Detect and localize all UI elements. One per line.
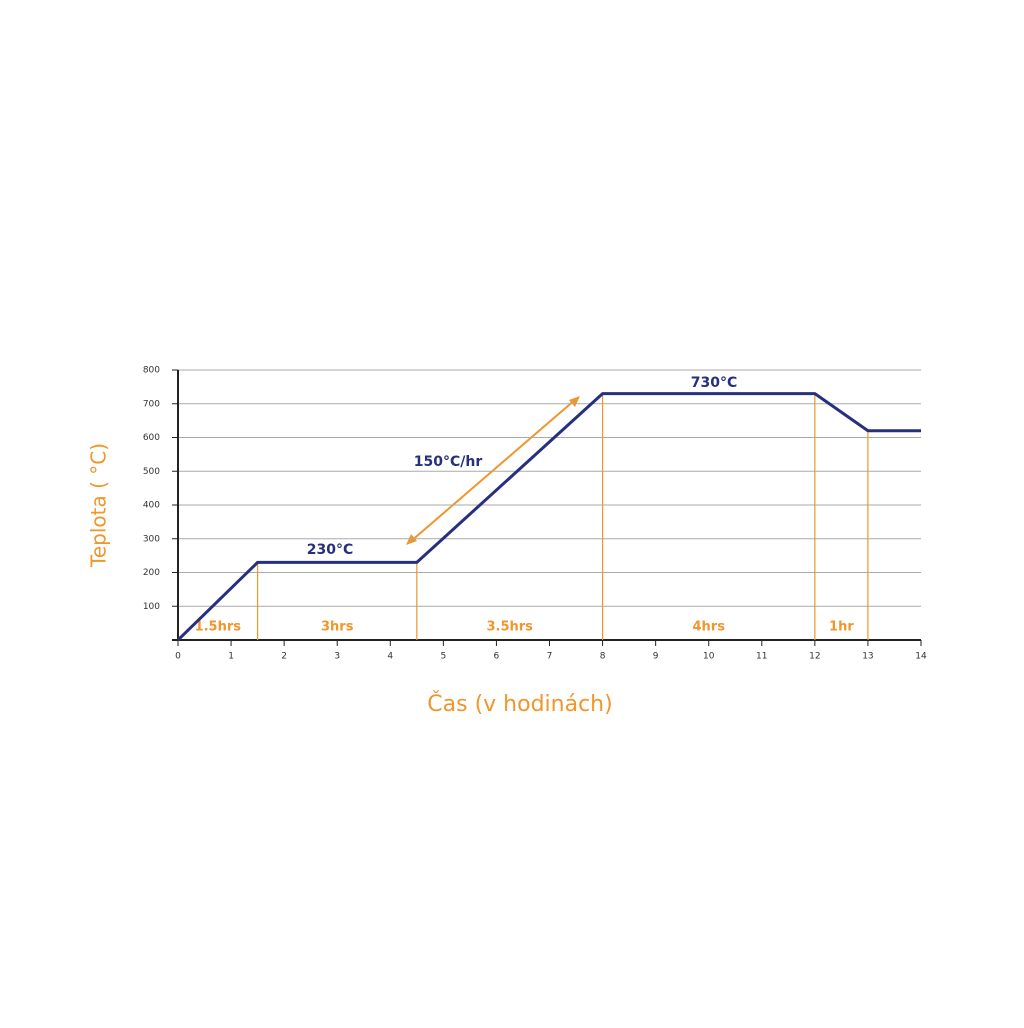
x-tick-label: 1 bbox=[228, 652, 234, 662]
x-tick-label: 2 bbox=[281, 652, 287, 662]
y-tick-label: 500 bbox=[143, 467, 160, 477]
rate-arrow bbox=[406, 396, 580, 545]
annotation: 150°C/hr bbox=[414, 454, 483, 470]
y-tick-label: 300 bbox=[143, 534, 160, 544]
x-tick-label: 11 bbox=[756, 652, 767, 662]
x-tick-label: 9 bbox=[653, 652, 659, 662]
x-tick-label: 4 bbox=[387, 652, 393, 662]
phase-label: 4hrs bbox=[692, 620, 725, 635]
temperature-line bbox=[176, 392, 921, 642]
y-tick-label: 200 bbox=[143, 568, 160, 578]
x-tick-label: 0 bbox=[175, 652, 181, 662]
x-axis-label: Čas (v hodinách) bbox=[427, 691, 612, 717]
x-tick-label: 14 bbox=[915, 652, 927, 662]
x-tick-label: 12 bbox=[809, 652, 820, 662]
annotation: 730°C bbox=[691, 375, 738, 391]
x-tick-label: 10 bbox=[703, 652, 715, 662]
y-axis-label: Teplota ( °C) bbox=[87, 443, 111, 568]
x-tick-label: 5 bbox=[440, 652, 446, 662]
y-tick-label: 400 bbox=[143, 501, 160, 511]
phase-label: 1hr bbox=[829, 620, 854, 635]
x-tick-label: 8 bbox=[600, 652, 606, 662]
phase-label: 3.5hrs bbox=[486, 620, 533, 635]
y-tick-label: 100 bbox=[143, 602, 160, 612]
annotation: 230°C bbox=[307, 542, 354, 558]
x-tick-label: 7 bbox=[547, 652, 553, 662]
y-tick-label: 800 bbox=[143, 366, 160, 376]
phase-label: 3hrs bbox=[321, 620, 354, 635]
y-tick-label: 700 bbox=[143, 399, 160, 409]
x-tick-label: 3 bbox=[334, 652, 340, 662]
x-tick-label: 6 bbox=[494, 652, 500, 662]
x-tick-label: 13 bbox=[862, 652, 873, 662]
y-tick-label: 600 bbox=[143, 433, 160, 443]
phase-label: 1.5hrs bbox=[195, 620, 242, 635]
